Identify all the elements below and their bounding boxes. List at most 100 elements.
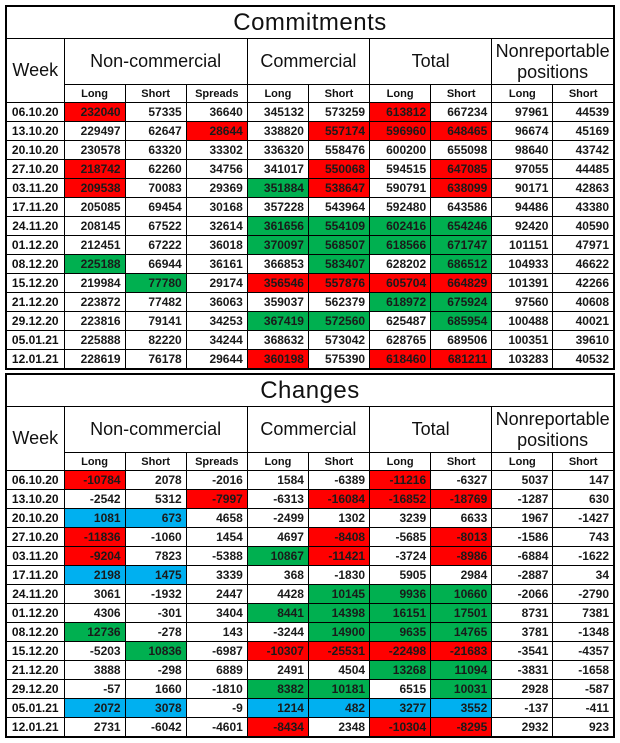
value-cell: -18769 xyxy=(430,489,493,509)
value-cell: 223872 xyxy=(63,292,126,312)
value-cell: -6884 xyxy=(491,546,554,566)
value-cell: 336320 xyxy=(246,140,309,160)
column-header-cell: Short xyxy=(124,452,187,471)
value-cell: -8986 xyxy=(430,546,493,566)
value-cell: 57335 xyxy=(124,102,187,122)
value-cell: -8013 xyxy=(430,527,493,547)
value-cell: -25531 xyxy=(307,641,371,661)
week-cell: 29.12.20 xyxy=(5,311,65,331)
value-cell: 10836 xyxy=(124,641,187,661)
week-cell: 06.10.20 xyxy=(5,470,65,490)
value-cell: 1302 xyxy=(307,508,371,528)
value-cell: 7823 xyxy=(124,546,187,566)
changes-table: Changes Week Non-commercial Commercial Tota… xyxy=(5,373,615,738)
value-cell: 361656 xyxy=(246,216,309,236)
value-cell: -6987 xyxy=(185,641,248,661)
value-cell: 628765 xyxy=(369,330,432,350)
value-cell: 40532 xyxy=(552,349,615,370)
value-cell: 39610 xyxy=(552,330,615,350)
table-row: 06.10.20 232040 57335 36640 345132 573259 6138… xyxy=(5,102,615,122)
week-cell: 13.10.20 xyxy=(5,489,65,509)
value-cell: 96674 xyxy=(491,121,554,141)
value-cell: 368632 xyxy=(246,330,309,350)
value-cell: 2928 xyxy=(491,679,554,699)
value-cell: -1427 xyxy=(552,508,615,528)
group-header-total: Total xyxy=(369,406,493,453)
value-cell: 648465 xyxy=(430,121,493,141)
table-row: 17.11.20 205085 69454 30168 357228 543964 5924… xyxy=(5,197,615,217)
value-cell: -298 xyxy=(124,660,187,680)
value-cell: -1830 xyxy=(307,565,371,585)
value-cell: 1660 xyxy=(124,679,187,699)
group-header-commercial: Commercial xyxy=(246,38,371,85)
value-cell: 34756 xyxy=(185,159,248,179)
value-cell: 613812 xyxy=(369,102,432,122)
value-cell: 63320 xyxy=(124,140,187,160)
value-cell: 14765 xyxy=(430,622,493,642)
value-cell: 218742 xyxy=(63,159,126,179)
table-row: 05.01.21 225888 82220 34244 368632 573042 6287… xyxy=(5,330,615,350)
table-row: 01.12.20 4306 -301 3404 8441 14398 16151 17501 8… xyxy=(5,603,615,623)
value-cell: 673 xyxy=(124,508,187,528)
value-cell: -2542 xyxy=(63,489,126,509)
value-cell: -3541 xyxy=(491,641,554,661)
table-row: 29.12.20 -57 1660 -1810 8382 10181 6515 10031 29… xyxy=(5,679,615,699)
value-cell: 368 xyxy=(246,565,309,585)
week-cell: 27.10.20 xyxy=(5,159,65,179)
value-cell: 366853 xyxy=(246,254,309,274)
value-cell: -2887 xyxy=(491,565,554,585)
group-header-non-commercial: Non-commercial xyxy=(63,38,248,85)
table-row: 21.12.20 223872 77482 36063 359037 562379 6189… xyxy=(5,292,615,312)
group-header-nonreportable-positions: Nonreportable positions xyxy=(491,38,615,85)
value-cell: 596960 xyxy=(369,121,432,141)
value-cell: -9 xyxy=(185,698,248,718)
value-cell: 681211 xyxy=(430,349,493,370)
value-cell: 592480 xyxy=(369,197,432,217)
value-cell: 9635 xyxy=(369,622,432,642)
value-cell: 29369 xyxy=(185,178,248,198)
value-cell: 2932 xyxy=(491,717,554,738)
value-cell: 66944 xyxy=(124,254,187,274)
value-cell: 45169 xyxy=(552,121,615,141)
value-cell: 1214 xyxy=(246,698,309,718)
week-cell: 01.12.20 xyxy=(5,603,65,623)
value-cell: 543964 xyxy=(307,197,371,217)
value-cell: -1586 xyxy=(491,527,554,547)
value-cell: -6042 xyxy=(124,717,187,738)
commitments-body: 06.10.20 232040 57335 36640 345132 573259 6138… xyxy=(5,102,615,370)
value-cell: 101151 xyxy=(491,235,554,255)
value-cell: 77482 xyxy=(124,292,187,312)
column-header-cell: Short xyxy=(307,84,371,103)
value-cell: 3239 xyxy=(369,508,432,528)
column-header-cell: Long xyxy=(63,452,126,471)
value-cell: 341017 xyxy=(246,159,309,179)
value-cell: 104933 xyxy=(491,254,554,274)
value-cell: 10145 xyxy=(307,584,371,604)
table-row: 20.10.20 1081 673 4658 -2499 1302 3239 6633 1967… xyxy=(5,508,615,528)
value-cell: -16852 xyxy=(369,489,432,509)
value-cell: -137 xyxy=(491,698,554,718)
value-cell: 10660 xyxy=(430,584,493,604)
column-header-cell: Spreads xyxy=(185,452,248,471)
value-cell: 3078 xyxy=(124,698,187,718)
value-cell: -22498 xyxy=(369,641,432,661)
value-cell: 10031 xyxy=(430,679,493,699)
value-cell: 654246 xyxy=(430,216,493,236)
value-cell: 4504 xyxy=(307,660,371,680)
value-cell: 9936 xyxy=(369,584,432,604)
week-cell: 12.01.21 xyxy=(5,349,65,370)
table-row: 03.11.20 -9204 7823 -5388 10867 -11421 -3724 -8… xyxy=(5,546,615,566)
value-cell: 590791 xyxy=(369,178,432,198)
value-cell: -11216 xyxy=(369,470,432,490)
week-cell: 08.12.20 xyxy=(5,622,65,642)
value-cell: 70083 xyxy=(124,178,187,198)
value-cell: 1475 xyxy=(124,565,187,585)
value-cell: 558476 xyxy=(307,140,371,160)
table-title-row: Changes xyxy=(5,373,615,407)
value-cell: -21683 xyxy=(430,641,493,661)
value-cell: -8295 xyxy=(430,717,493,738)
value-cell: 92420 xyxy=(491,216,554,236)
column-header-cell: Long xyxy=(63,84,126,103)
table-row: 29.12.20 223816 79141 34253 367419 572560 6254… xyxy=(5,311,615,331)
value-cell: 370097 xyxy=(246,235,309,255)
